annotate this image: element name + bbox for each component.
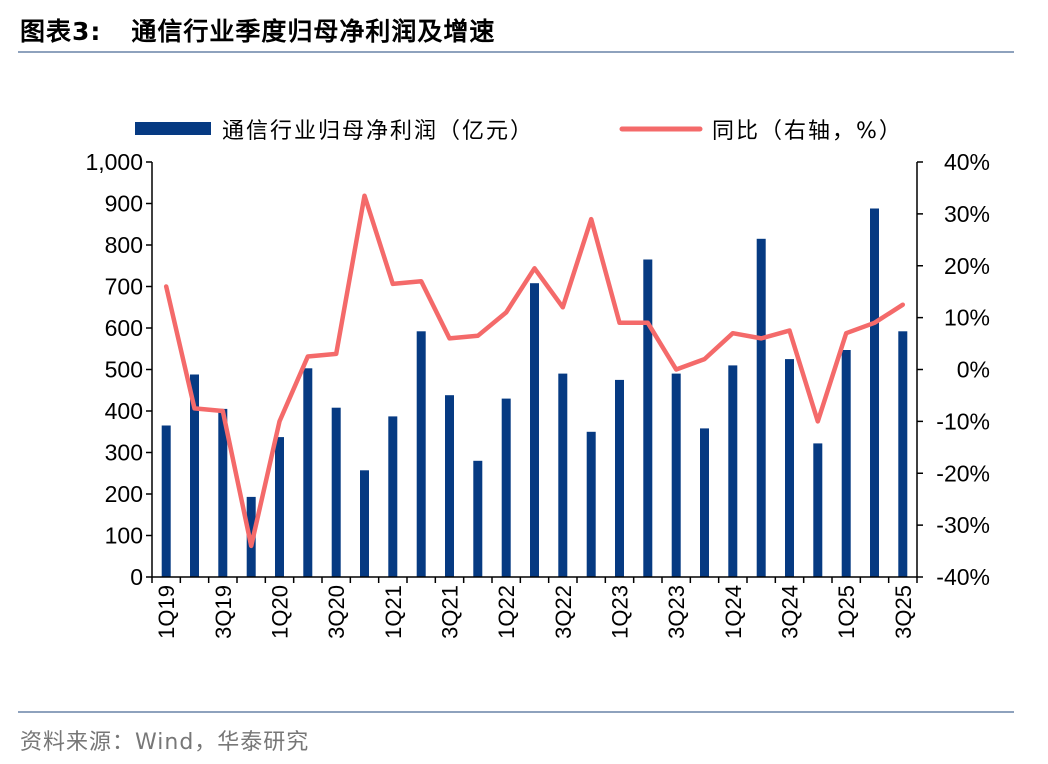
bar-1q21 <box>388 416 398 577</box>
right-tick-label: -10% <box>936 408 990 434</box>
bar-2q21 <box>416 331 426 577</box>
x-tick-label: 3Q25 <box>891 585 916 639</box>
bar-2q24 <box>756 238 766 578</box>
x-tick-label: 1Q25 <box>834 585 859 639</box>
figure-title-text: 通信行业季度归母净利润及增速 <box>131 17 496 46</box>
x-tick-label: 3Q23 <box>664 585 689 639</box>
legend-line-label: 同比（右轴，%） <box>712 119 903 144</box>
bar-3q21 <box>445 395 454 577</box>
bar-4q20 <box>360 470 369 577</box>
x-tick-label: 1Q19 <box>154 585 179 639</box>
source-note: 资料来源：Wind，华泰研究 <box>20 730 310 755</box>
figure-title: 图表3: 通信行业季度归母净利润及增速 <box>18 12 495 48</box>
x-tick-label: 3Q19 <box>211 585 236 639</box>
right-tick-label: 0% <box>957 357 990 383</box>
bar-3q19 <box>218 408 228 577</box>
bar-1q23 <box>615 379 624 577</box>
x-tick-label: 3Q22 <box>551 585 576 639</box>
bar-2q23 <box>643 259 653 577</box>
bar-3q20 <box>331 407 341 577</box>
left-tick-label: 400 <box>105 398 143 424</box>
left-tick-label: 0 <box>130 564 143 590</box>
bar-1q25 <box>841 350 851 577</box>
right-tick-label: 10% <box>944 305 990 331</box>
left-tick-label: 600 <box>105 315 143 341</box>
bar-1q22 <box>501 398 511 577</box>
left-tick-label: 1,000 <box>85 149 143 175</box>
bar-4q23 <box>700 428 709 577</box>
figure-number: 图表3: <box>20 17 102 46</box>
right-tick-label: 30% <box>944 201 990 227</box>
combo-chart: 通信行业归母净利润（亿元） 同比（右轴，%） 0 100 200 300 400 500 600… <box>85 119 990 639</box>
x-tick-label: 1Q20 <box>268 585 293 639</box>
right-tick-label: -20% <box>936 460 990 486</box>
source-divider <box>18 711 1014 713</box>
bar-2q20 <box>303 368 313 577</box>
bar-1q19 <box>161 425 171 577</box>
bar-3q25 <box>898 331 908 577</box>
legend-bar-swatch <box>135 122 211 135</box>
bar-3q23 <box>671 373 681 577</box>
right-tick-label: 20% <box>944 253 990 279</box>
left-tick-label: 900 <box>105 191 143 217</box>
left-tick-label: 500 <box>105 357 143 383</box>
x-tick-label: 1Q21 <box>381 585 406 639</box>
right-tick-label: -30% <box>936 512 990 538</box>
left-tick-label: 700 <box>105 274 143 300</box>
bar-1q24 <box>728 365 738 577</box>
bar-2q22 <box>530 283 539 577</box>
x-tick-label: 3Q21 <box>438 585 463 639</box>
x-tick-label: 3Q24 <box>778 585 803 639</box>
x-tick-label: 1Q22 <box>494 585 519 639</box>
x-tick-label: 3Q20 <box>324 585 349 639</box>
right-tick-label: 40% <box>944 149 990 175</box>
right-tick-label: -40% <box>936 564 990 590</box>
bar-2q25 <box>870 208 879 577</box>
left-tick-label: 100 <box>105 523 143 549</box>
legend-bar-label: 通信行业归母净利润（亿元） <box>222 119 534 144</box>
bar-4q21 <box>473 460 483 577</box>
bar-3q22 <box>558 373 568 577</box>
left-tick-label: 300 <box>105 440 143 466</box>
left-tick-label: 200 <box>105 481 143 507</box>
title-divider <box>18 51 1014 53</box>
bar-1q20 <box>275 437 284 577</box>
bar-3q24 <box>785 359 794 577</box>
left-tick-label: 800 <box>105 232 143 258</box>
bar-4q22 <box>586 431 596 578</box>
x-tick-label: 1Q24 <box>721 585 746 639</box>
bar-4q24 <box>813 443 823 577</box>
bar-2q19 <box>190 374 199 577</box>
x-tick-label: 1Q23 <box>608 585 633 639</box>
